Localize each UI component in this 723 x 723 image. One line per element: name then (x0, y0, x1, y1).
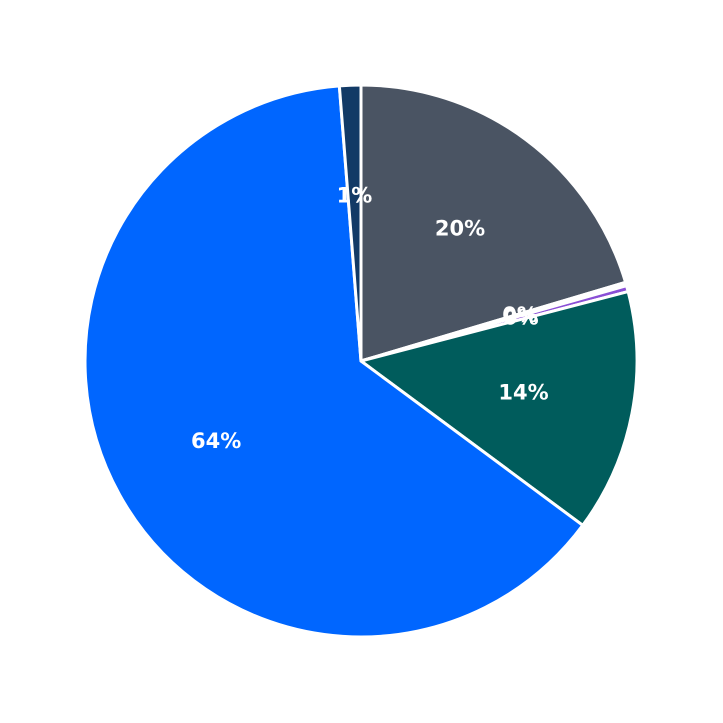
pie-slice-3 (359, 290, 639, 527)
pie-slice-label-3: 14% (498, 381, 548, 405)
pie-slice-label-2: 0% (503, 306, 539, 330)
pie-slice-4 (83, 84, 585, 639)
pie-slices (83, 83, 639, 639)
pie-slice-label-4: 64% (191, 429, 241, 453)
pie-slice-0 (359, 83, 628, 363)
pie-slice-label-1: 0% (502, 303, 538, 327)
pie-slice-5 (337, 83, 363, 363)
pie-slice-label-5: 1% (337, 184, 373, 208)
pie-slice-label-0: 20% (435, 216, 485, 240)
pie-labels: 20%0%0%14%64%1% (191, 184, 549, 454)
